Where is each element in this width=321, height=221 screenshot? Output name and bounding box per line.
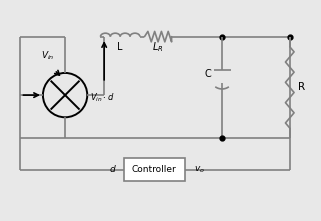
Bar <box>124 158 185 181</box>
Text: R: R <box>299 82 306 92</box>
Text: $L_R$: $L_R$ <box>152 40 164 54</box>
Text: $V_{in} \cdot d$: $V_{in} \cdot d$ <box>90 92 114 105</box>
Text: Controller: Controller <box>132 165 177 174</box>
Text: C: C <box>205 69 212 79</box>
Text: $v_o$: $v_o$ <box>194 164 205 175</box>
Text: $V_{in}$: $V_{in}$ <box>41 50 55 62</box>
Text: d: d <box>109 165 115 174</box>
Text: L: L <box>117 42 123 52</box>
